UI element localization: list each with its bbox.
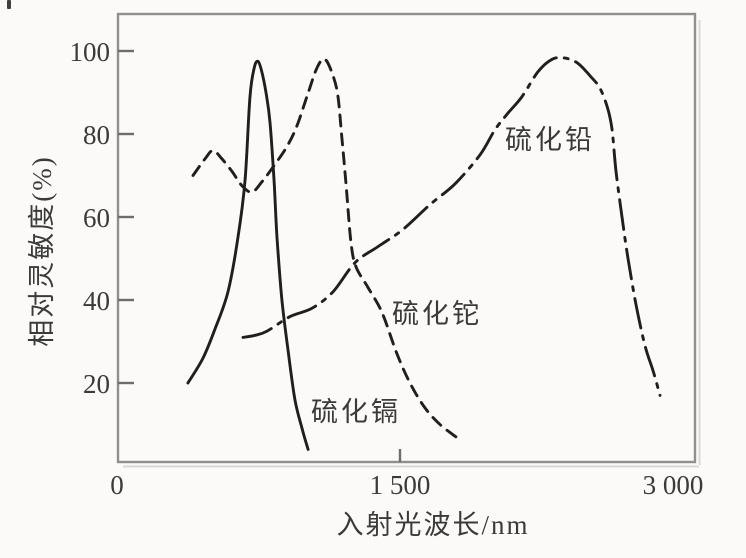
series-label-cds: 硫化镉 xyxy=(311,397,401,427)
x-axis-title: 入射光波长/nm xyxy=(336,510,530,540)
y-tick-60: 60 xyxy=(83,203,110,233)
y-tick-100: 100 xyxy=(69,37,111,67)
y-axis-ticks xyxy=(118,49,134,385)
tl2s-curve xyxy=(191,57,458,439)
plot-frame xyxy=(116,12,697,464)
y-axis-title: 相对灵敏度(%) xyxy=(27,155,57,347)
x-tick-1500: 1 500 xyxy=(369,470,431,500)
frame-shadow xyxy=(123,20,701,468)
cds-curve xyxy=(186,59,310,451)
y-tick-40: 40 xyxy=(83,286,110,316)
y-tick-20: 20 xyxy=(83,369,110,399)
scan-artifact xyxy=(7,0,11,9)
series-label-pbs: 硫化铅 xyxy=(505,125,595,155)
x-tick-0: 0 xyxy=(110,470,124,500)
pbs-curve xyxy=(241,56,662,397)
series-label-tl2s: 硫化铊 xyxy=(392,299,482,329)
y-tick-80: 80 xyxy=(83,120,110,150)
x-tick-3000: 3 000 xyxy=(642,470,704,500)
